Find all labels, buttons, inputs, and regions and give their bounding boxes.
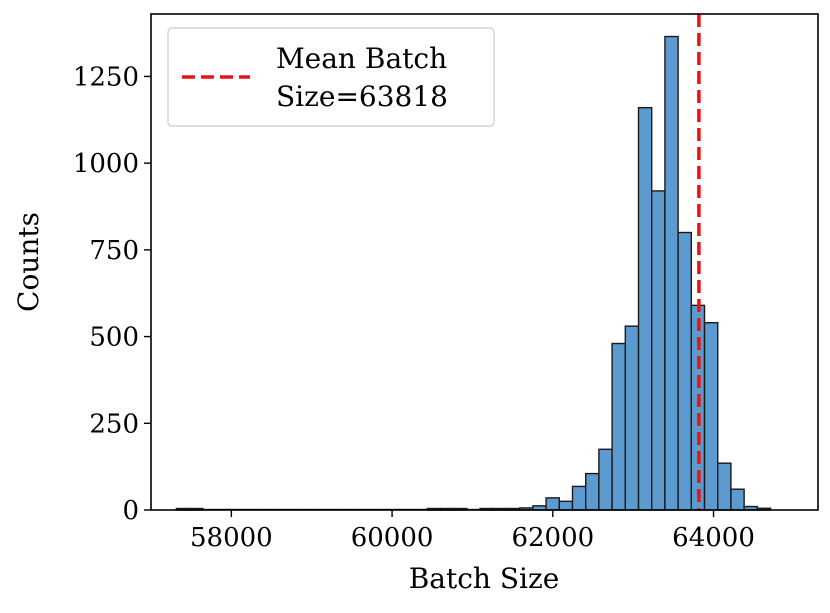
histogram-bar <box>611 342 627 511</box>
legend: Mean Batch Size=63818 <box>167 27 495 127</box>
x-tick-label: 58000 <box>190 523 273 553</box>
histogram-bar <box>730 488 745 511</box>
histogram-bars <box>175 35 772 511</box>
y-tick-label: 250 <box>89 409 139 439</box>
histogram-bar <box>584 472 600 511</box>
histogram-bar <box>545 497 560 511</box>
y-axis-label: Counts <box>12 212 45 312</box>
y-tick-label: 1250 <box>73 62 139 92</box>
histogram-bar <box>703 321 719 511</box>
y-axis-ticks: 0 250 500 750 1000 1250 <box>73 62 151 526</box>
histogram-bar <box>558 500 574 511</box>
histogram-bar <box>664 35 679 511</box>
histogram-bar <box>717 462 732 511</box>
y-tick-label: 0 <box>122 496 139 526</box>
plot-frame <box>150 13 819 511</box>
legend-label-line1: Mean Batch <box>276 42 447 75</box>
histogram-bar <box>637 106 653 511</box>
histogram-bar <box>677 231 693 511</box>
y-tick-label: 500 <box>89 323 139 353</box>
x-axis-ticks: 58000 60000 62000 64000 <box>190 510 755 553</box>
histogram-bar <box>651 190 666 511</box>
x-axis-label: Batch Size <box>409 562 560 595</box>
y-tick-label: 1000 <box>73 149 139 179</box>
legend-label-line2: Size=63818 <box>276 80 448 113</box>
x-tick-label: 60000 <box>351 523 434 553</box>
x-tick-label: 64000 <box>672 523 755 553</box>
x-tick-label: 62000 <box>511 523 594 553</box>
histogram-bar <box>624 325 640 511</box>
y-tick-label: 750 <box>89 236 139 266</box>
histogram-bar <box>598 448 613 511</box>
legend-box <box>167 27 495 127</box>
histogram-bar <box>571 485 587 511</box>
